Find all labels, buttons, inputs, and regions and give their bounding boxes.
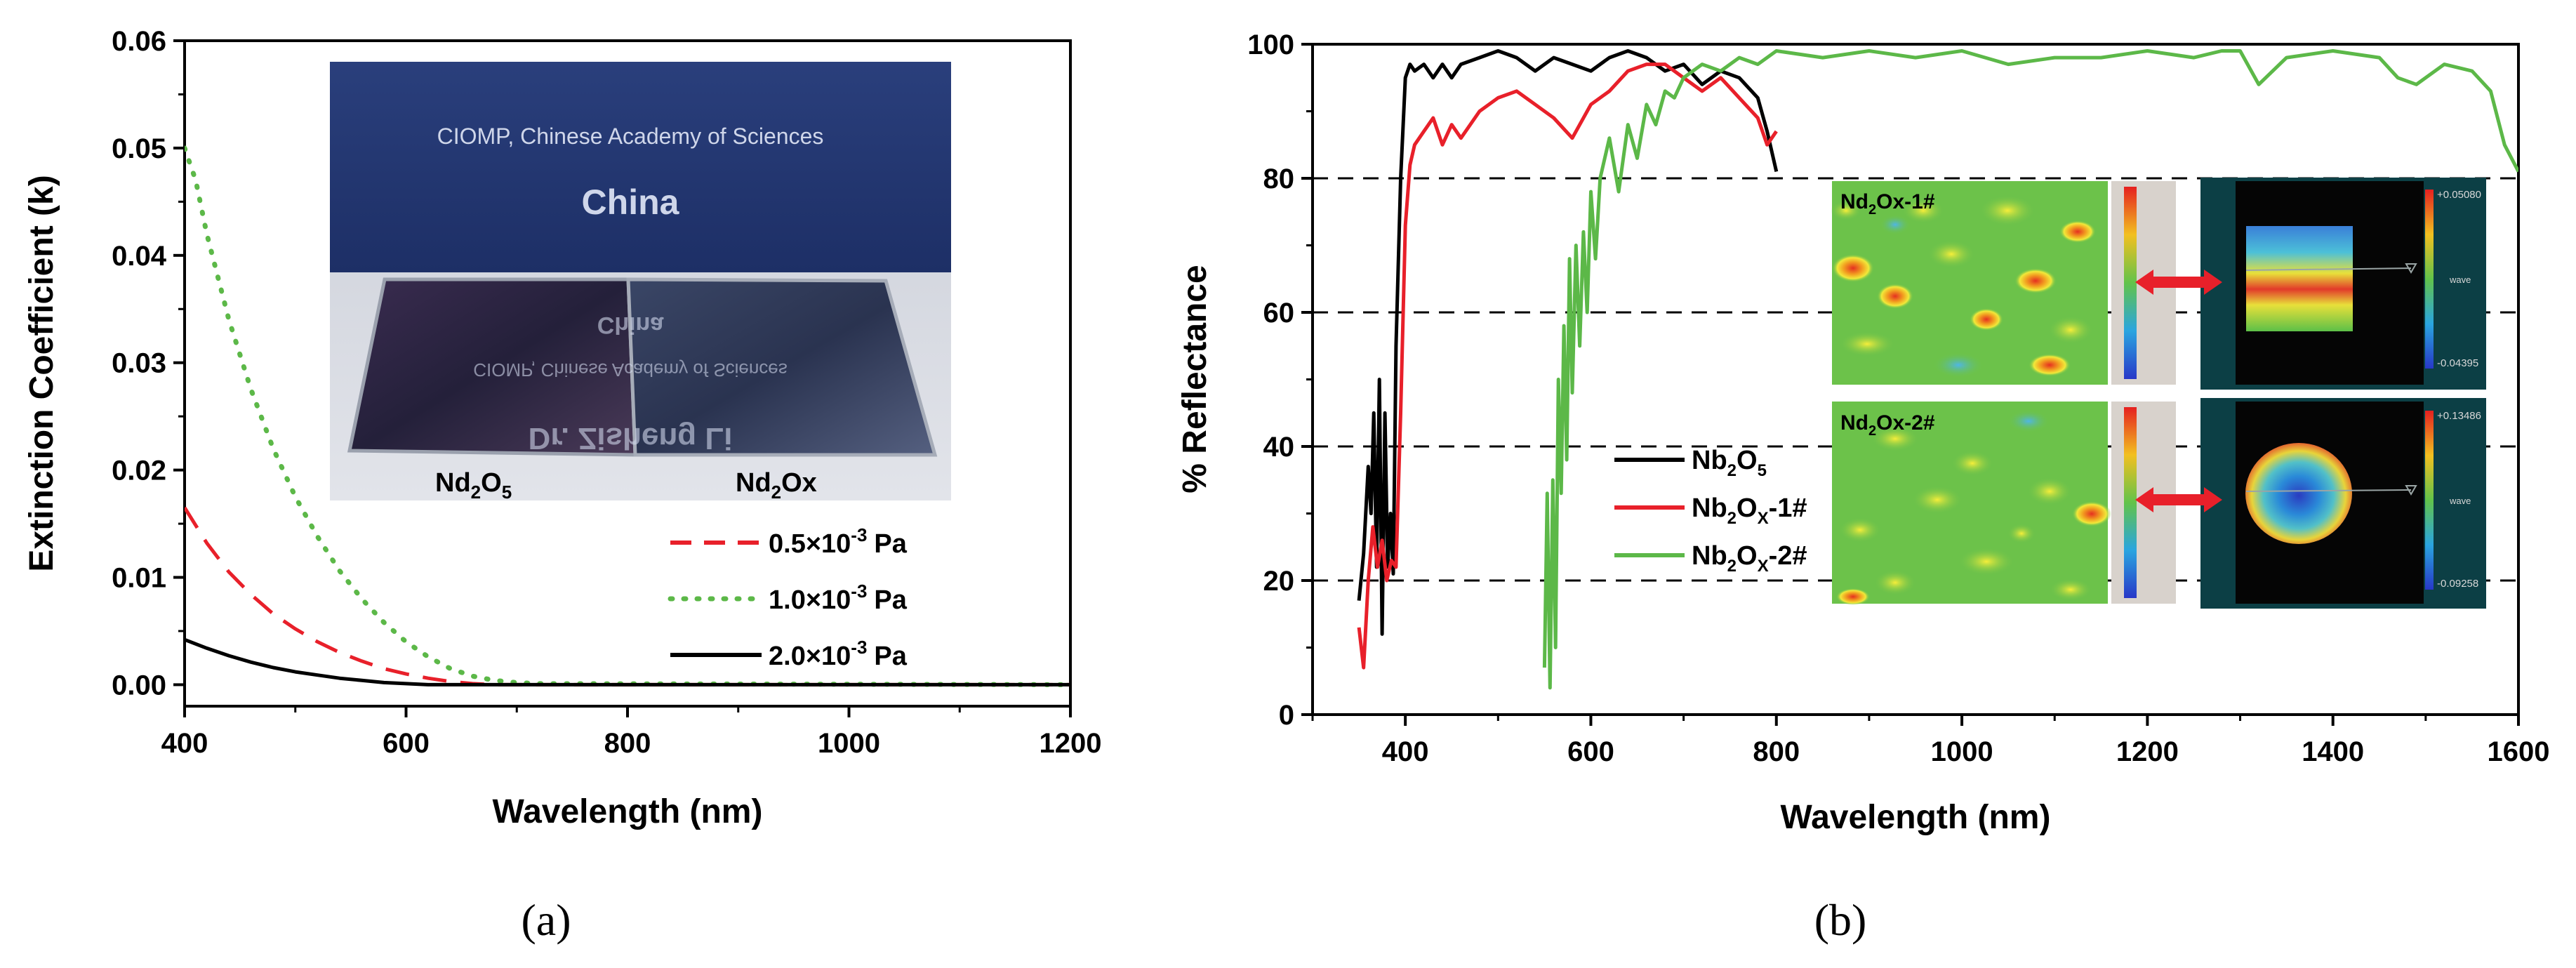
a-ytick-label-3: 0.03 — [112, 348, 166, 379]
a-series-2 — [185, 637, 1070, 687]
photo-mirror-1: China — [597, 312, 665, 338]
a-xtick-label-1: 600 — [383, 728, 430, 759]
b-xtick-label-6: 1600 — [2488, 736, 2550, 767]
chart-b-ticks — [1301, 43, 2520, 726]
b-xtick-label-3: 1000 — [1931, 736, 1993, 767]
b-xtick-label-4: 1200 — [2116, 736, 2179, 767]
chart-a-legend: 0.5×10-3 Pa 1.0×10-3 Pa 2.0×10-3 Pa — [668, 524, 908, 671]
b-series-1 — [1357, 62, 1778, 670]
legend-a-label-2: 2.0×10-3 Pa — [769, 637, 908, 671]
b-ytick-label-2: 40 — [1263, 432, 1295, 463]
inset-maps: Nd2Ox-1# +0.05080 wave -0.04395 — [1831, 178, 2486, 609]
b-ytick-label-4: 80 — [1263, 164, 1295, 194]
a-ytick-label-5: 0.05 — [112, 133, 166, 164]
inset-map-1-scale-min: -0.04395 — [2437, 357, 2478, 369]
photo-text-line1: CIOMP, Chinese Academy of Sciences — [437, 124, 824, 149]
chart-a-ticks — [173, 39, 1072, 717]
a-xtick-label-0: 400 — [161, 728, 208, 759]
inset-map-2-scale-min: -0.09258 — [2437, 578, 2478, 590]
chart-a-lines — [185, 145, 1070, 687]
b-xtick-label-1: 600 — [1567, 736, 1614, 767]
b-xtick-label-5: 1400 — [2302, 736, 2364, 767]
b-ytick-label-1: 20 — [1263, 566, 1295, 597]
photo-mirror-3: Dr. Zisheng Li — [529, 421, 733, 456]
photo-label-left: Nd2O5 — [435, 468, 512, 503]
a-series-0 — [185, 506, 1070, 687]
chart-b: 400 600 800 1000 1200 1400 1600 0 20 40 60 80 100 — [1176, 29, 2549, 945]
a-ytick-label-6: 0.06 — [112, 26, 166, 57]
a-ytick-label-0: 0.00 — [112, 670, 166, 701]
legend-b-label-1: Nb2OX-1# — [1692, 493, 1807, 528]
chart-a-xlabel: Wavelength (nm) — [493, 793, 763, 830]
b-ytick-label-3: 60 — [1263, 298, 1295, 329]
inset-map-1: Nd2Ox-1# +0.05080 wave -0.04395 — [1831, 178, 2486, 390]
inset-map-2-scale-mid: wave — [2449, 496, 2471, 506]
chart-b-xlabel: Wavelength (nm) — [1781, 799, 2051, 836]
inset-map-2-label: Nd2Ox-2# — [1840, 411, 1935, 439]
chart-b-tick-labels: 400 600 800 1000 1200 1400 1600 0 20 40 60 80 100 — [1247, 29, 2549, 767]
photo-text-line2: China — [582, 183, 680, 222]
a-ytick-label-1: 0.01 — [112, 563, 166, 594]
b-xtick-label-2: 800 — [1753, 736, 1800, 767]
b-ytick-label-5: 100 — [1247, 29, 1294, 60]
chart-a: 400 600 800 1000 1200 0.00 0.01 0.02 0.03 0.04 0.0… — [23, 26, 1101, 945]
inset-map-2-scale-max: +0.13486 — [2437, 410, 2481, 422]
inset-map-1-scale-max: +0.05080 — [2437, 189, 2481, 201]
inset-photo: CIOMP, Chinese Academy of Sciences China… — [330, 62, 951, 503]
photo-label-right: Nd2Ox — [736, 468, 817, 503]
legend-b-label-2: Nb2OX-2# — [1692, 541, 1807, 576]
chart-a-tick-labels: 400 600 800 1000 1200 0.00 0.01 0.02 0.03 0.04 0.0… — [112, 26, 1101, 759]
b-series-2 — [1542, 49, 2518, 690]
chart-b-ylabel: % Reflectance — [1176, 265, 1214, 493]
inset-map-1-label: Nd2Ox-1# — [1840, 190, 1935, 218]
panel-label-a: (a) — [521, 895, 571, 945]
inset-map-2: Nd2Ox-2# +0.13486 wave -0.09258 — [1832, 398, 2486, 609]
a-xtick-label-2: 800 — [604, 728, 651, 759]
legend-a-label-0: 0.5×10-3 Pa — [769, 524, 908, 559]
inset-map-1-scale-mid: wave — [2449, 274, 2471, 285]
a-xtick-label-3: 1000 — [818, 728, 880, 759]
chart-b-legend: Nb2O5 Nb2OX-1# Nb2OX-2# — [1614, 446, 1807, 576]
a-ytick-label-2: 0.02 — [112, 456, 166, 486]
b-xtick-label-0: 400 — [1382, 736, 1429, 767]
legend-b-label-0: Nb2O5 — [1692, 446, 1767, 480]
panel-label-b: (b) — [1814, 895, 1867, 945]
b-ytick-label-0: 0 — [1279, 700, 1294, 731]
chart-b-lines — [1357, 49, 2518, 690]
photo-mirror-2: CIOMP, Chinese Academy of Sciences — [473, 359, 788, 380]
a-xtick-label-4: 1200 — [1040, 728, 1102, 759]
legend-a-label-1: 1.0×10-3 Pa — [769, 581, 908, 615]
b-series-0 — [1357, 49, 1779, 636]
chart-a-ylabel: Extinction Coefficient (k) — [23, 175, 60, 571]
a-ytick-label-4: 0.04 — [112, 241, 167, 272]
